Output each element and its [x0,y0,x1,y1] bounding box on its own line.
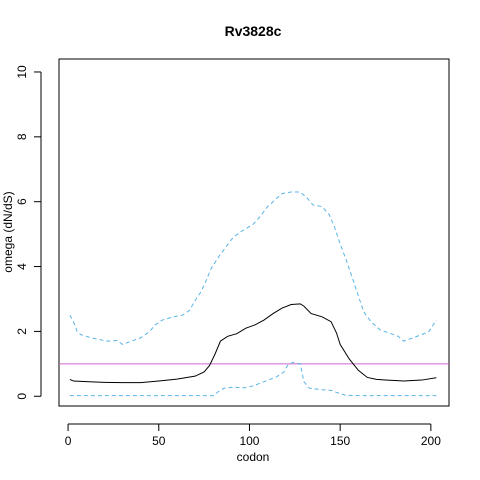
y-tick-label: 0 [15,393,29,400]
y-axis-label: omega (dN/dS) [1,191,15,272]
chart-title: Rv3828c [225,23,282,39]
y-tick-label: 2 [15,328,29,335]
series-line-omega [69,303,437,384]
plot-frame [58,58,450,407]
y-axis: 0 2 4 6 8 10 [15,65,42,400]
series-line-upper-bound [69,191,437,345]
y-tick-label: 10 [15,65,29,79]
x-tick-label: 150 [330,434,350,448]
y-tick-label: 8 [15,133,29,140]
series-line-lower-bound [69,361,437,397]
x-tick-label: 200 [421,434,441,448]
x-axis-label: codon [237,450,270,464]
y-tick-label: 4 [15,263,29,270]
series-layer [69,191,437,397]
x-axis: 0 50 100 150 200 [65,423,441,448]
x-tick-label: 0 [65,434,72,448]
x-tick-label: 50 [152,434,166,448]
y-tick-label: 6 [15,198,29,205]
x-tick-label: 100 [239,434,259,448]
